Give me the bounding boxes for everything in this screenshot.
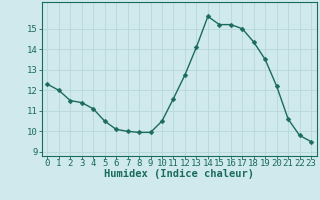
- X-axis label: Humidex (Indice chaleur): Humidex (Indice chaleur): [104, 169, 254, 179]
